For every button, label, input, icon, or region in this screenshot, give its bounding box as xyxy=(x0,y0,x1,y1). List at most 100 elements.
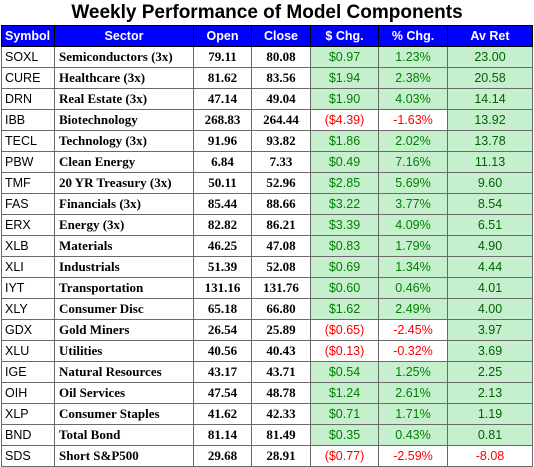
close-cell[interactable]: 66.80 xyxy=(251,298,311,320)
open-cell[interactable]: 47.14 xyxy=(193,88,252,110)
open-cell[interactable]: 46.25 xyxy=(193,235,252,257)
average-return-cell[interactable]: 6.51 xyxy=(447,214,533,236)
sector-cell[interactable]: Financials (3x) xyxy=(54,193,194,215)
symbol-cell[interactable]: BND xyxy=(1,424,55,446)
sector-cell[interactable]: Short S&P500 xyxy=(54,445,194,467)
dollar-change-cell[interactable]: ($0.77) xyxy=(310,445,379,467)
close-cell[interactable]: 25.89 xyxy=(251,319,311,341)
close-cell[interactable]: 7.33 xyxy=(251,151,311,173)
open-cell[interactable]: 6.84 xyxy=(193,151,252,173)
close-cell[interactable]: 52.96 xyxy=(251,172,311,194)
open-cell[interactable]: 65.18 xyxy=(193,298,252,320)
open-cell[interactable]: 51.39 xyxy=(193,256,252,278)
percent-change-cell[interactable]: 1.25% xyxy=(378,361,448,383)
symbol-cell[interactable]: CURE xyxy=(1,67,55,89)
percent-change-cell[interactable]: 1.79% xyxy=(378,235,448,257)
table-row[interactable]: XLU Utilities 40.56 40.43 ($0.13) -0.32% 3.69 xyxy=(1,340,533,362)
percent-change-cell[interactable]: 5.69% xyxy=(378,172,448,194)
sector-cell[interactable]: Transportation xyxy=(54,277,194,299)
sector-cell[interactable]: Consumer Disc xyxy=(54,298,194,320)
close-cell[interactable]: 264.44 xyxy=(251,109,311,131)
dollar-change-cell[interactable]: $3.22 xyxy=(310,193,379,215)
symbol-cell[interactable]: TMF xyxy=(1,172,55,194)
average-return-cell[interactable]: 2.25 xyxy=(447,361,533,383)
table-row[interactable]: ERX Energy (3x) 82.82 86.21 $3.39 4.09% 6.51 xyxy=(1,214,533,236)
header-close[interactable]: Close xyxy=(251,25,311,47)
average-return-cell[interactable]: 1.19 xyxy=(447,403,533,425)
symbol-cell[interactable]: DRN xyxy=(1,88,55,110)
table-row[interactable]: IGE Natural Resources 43.17 43.71 $0.54 1.25%… xyxy=(1,361,533,383)
percent-change-cell[interactable]: 7.16% xyxy=(378,151,448,173)
table-row[interactable]: TMF 20 YR Treasury (3x) 50.11 52.96 $2.85 5.6… xyxy=(1,172,533,194)
table-row[interactable]: XLI Industrials 51.39 52.08 $0.69 1.34% 4.44 xyxy=(1,256,533,278)
percent-change-cell[interactable]: 2.02% xyxy=(378,130,448,152)
percent-change-cell[interactable]: 4.09% xyxy=(378,214,448,236)
percent-change-cell[interactable]: 4.03% xyxy=(378,88,448,110)
average-return-cell[interactable]: 11.13 xyxy=(447,151,533,173)
close-cell[interactable]: 52.08 xyxy=(251,256,311,278)
symbol-cell[interactable]: OIH xyxy=(1,382,55,404)
symbol-cell[interactable]: IYT xyxy=(1,277,55,299)
dollar-change-cell[interactable]: $1.90 xyxy=(310,88,379,110)
symbol-cell[interactable]: XLI xyxy=(1,256,55,278)
dollar-change-cell[interactable]: $0.54 xyxy=(310,361,379,383)
table-row[interactable]: TECL Technology (3x) 91.96 93.82 $1.86 2.02% 1… xyxy=(1,130,533,152)
dollar-change-cell[interactable]: $0.97 xyxy=(310,46,379,68)
average-return-cell[interactable]: 4.01 xyxy=(447,277,533,299)
sector-cell[interactable]: Utilities xyxy=(54,340,194,362)
header-percent-change[interactable]: % Chg. xyxy=(378,25,448,47)
dollar-change-cell[interactable]: $3.39 xyxy=(310,214,379,236)
percent-change-cell[interactable]: 2.38% xyxy=(378,67,448,89)
sector-cell[interactable]: Semiconductors (3x) xyxy=(54,46,194,68)
open-cell[interactable]: 79.11 xyxy=(193,46,252,68)
dollar-change-cell[interactable]: $1.86 xyxy=(310,130,379,152)
symbol-cell[interactable]: PBW xyxy=(1,151,55,173)
dollar-change-cell[interactable]: $1.94 xyxy=(310,67,379,89)
header-dollar-change[interactable]: $ Chg. xyxy=(310,25,379,47)
sector-cell[interactable]: Technology (3x) xyxy=(54,130,194,152)
close-cell[interactable]: 40.43 xyxy=(251,340,311,362)
open-cell[interactable]: 26.54 xyxy=(193,319,252,341)
close-cell[interactable]: 88.66 xyxy=(251,193,311,215)
average-return-cell[interactable]: -8.08 xyxy=(447,445,533,467)
close-cell[interactable]: 49.04 xyxy=(251,88,311,110)
percent-change-cell[interactable]: 0.46% xyxy=(378,277,448,299)
close-cell[interactable]: 43.71 xyxy=(251,361,311,383)
open-cell[interactable]: 131.16 xyxy=(193,277,252,299)
table-row[interactable]: PBW Clean Energy 6.84 7.33 $0.49 7.16% 11.13 xyxy=(1,151,533,173)
symbol-cell[interactable]: SDS xyxy=(1,445,55,467)
open-cell[interactable]: 268.83 xyxy=(193,109,252,131)
open-cell[interactable]: 29.68 xyxy=(193,445,252,467)
average-return-cell[interactable]: 20.58 xyxy=(447,67,533,89)
average-return-cell[interactable]: 14.14 xyxy=(447,88,533,110)
symbol-cell[interactable]: ERX xyxy=(1,214,55,236)
close-cell[interactable]: 83.56 xyxy=(251,67,311,89)
close-cell[interactable]: 42.33 xyxy=(251,403,311,425)
symbol-cell[interactable]: XLU xyxy=(1,340,55,362)
open-cell[interactable]: 85.44 xyxy=(193,193,252,215)
open-cell[interactable]: 91.96 xyxy=(193,130,252,152)
percent-change-cell[interactable]: 0.43% xyxy=(378,424,448,446)
table-row[interactable]: XLB Materials 46.25 47.08 $0.83 1.79% 4.90 xyxy=(1,235,533,257)
dollar-change-cell[interactable]: $0.83 xyxy=(310,235,379,257)
header-symbol[interactable]: Symbol xyxy=(1,25,55,47)
dollar-change-cell[interactable]: $0.35 xyxy=(310,424,379,446)
close-cell[interactable]: 86.21 xyxy=(251,214,311,236)
close-cell[interactable]: 131.76 xyxy=(251,277,311,299)
dollar-change-cell[interactable]: $0.60 xyxy=(310,277,379,299)
dollar-change-cell[interactable]: $1.24 xyxy=(310,382,379,404)
percent-change-cell[interactable]: -2.59% xyxy=(378,445,448,467)
sector-cell[interactable]: Consumer Staples xyxy=(54,403,194,425)
table-row[interactable]: DRN Real Estate (3x) 47.14 49.04 $1.90 4.03% 1… xyxy=(1,88,533,110)
open-cell[interactable]: 81.62 xyxy=(193,67,252,89)
percent-change-cell[interactable]: 2.61% xyxy=(378,382,448,404)
average-return-cell[interactable]: 8.54 xyxy=(447,193,533,215)
table-row[interactable]: SOXL Semiconductors (3x) 79.11 80.08 $0.97 1.… xyxy=(1,46,533,68)
percent-change-cell[interactable]: 1.23% xyxy=(378,46,448,68)
dollar-change-cell[interactable]: $1.62 xyxy=(310,298,379,320)
dollar-change-cell[interactable]: ($0.13) xyxy=(310,340,379,362)
symbol-cell[interactable]: TECL xyxy=(1,130,55,152)
percent-change-cell[interactable]: -0.32% xyxy=(378,340,448,362)
sector-cell[interactable]: Industrials xyxy=(54,256,194,278)
header-sector[interactable]: Sector xyxy=(54,25,194,47)
